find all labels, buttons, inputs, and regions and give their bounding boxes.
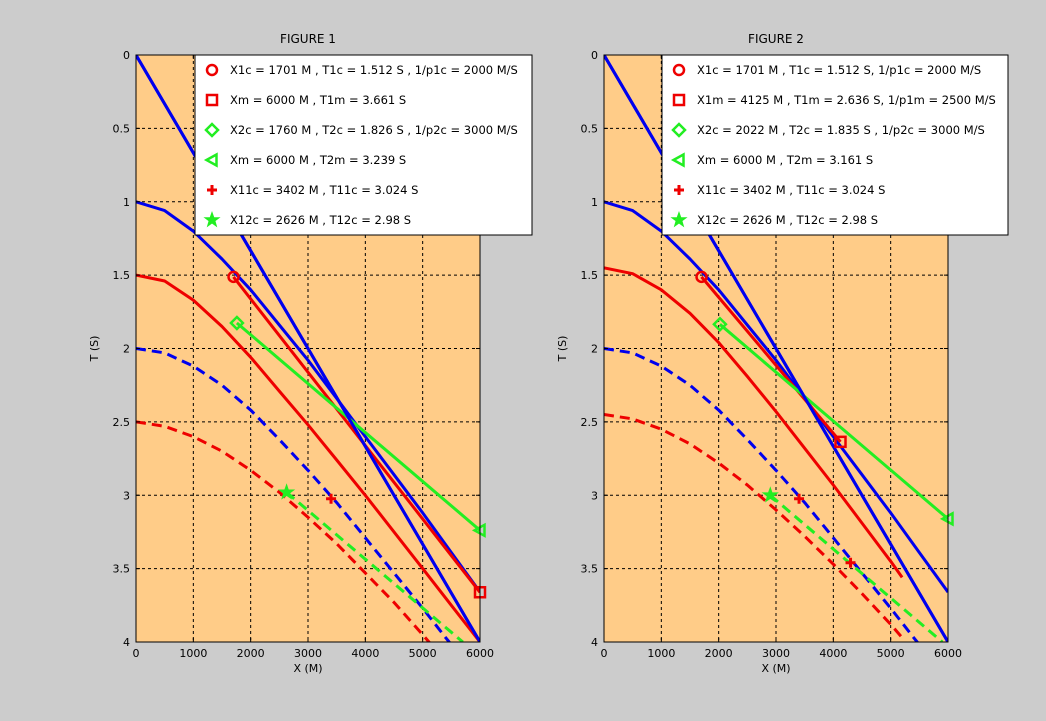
legend-entry-label: X2c = 1760 M , T2c = 1.826 S , 1/p2c = 3…	[230, 123, 518, 137]
series-group	[136, 55, 480, 642]
x-axis-label: X (M)	[293, 662, 322, 675]
data-marker-square	[834, 435, 847, 449]
y-tick-label: 3.5	[113, 563, 131, 576]
legend-marker-circle	[672, 63, 686, 77]
x-tick-label: 5000	[409, 647, 437, 660]
x-tick-label: 2000	[705, 647, 733, 660]
legend-marker-triangle-left	[203, 152, 218, 168]
x-tick-label: 4000	[819, 647, 847, 660]
series-line-6	[604, 413, 904, 639]
y-tick-label: 2.5	[581, 416, 599, 429]
data-marker-plus	[845, 557, 856, 568]
series-line-6	[136, 420, 431, 642]
legend-marker-triangle-left	[670, 152, 685, 168]
y-axis-label: T (S)	[556, 336, 569, 363]
legend: X1c = 1701 M , T1c = 1.512 S , 1/p1c = 2…	[194, 54, 533, 236]
legend-entry-label: Xm = 6000 M , T2m = 3.161 S	[697, 153, 873, 167]
y-tick-label: 2.5	[113, 416, 131, 429]
series-line-5	[604, 347, 920, 642]
x-tick-label: 6000	[466, 647, 494, 660]
legend-marker-diamond	[204, 122, 220, 138]
y-tick-label: 3	[123, 489, 130, 502]
y-tick-label: 4	[123, 636, 130, 649]
y-tick-label: 2	[591, 343, 598, 356]
legend-marker-circle	[205, 63, 219, 77]
x-tick-label: 1000	[647, 647, 675, 660]
x-tick-label: 3000	[294, 647, 322, 660]
x-tick-label: 1000	[179, 647, 207, 660]
legend-entry-label: X1c = 1701 M , T1c = 1.512 S, 1/p1c = 20…	[697, 63, 981, 77]
y-axis-label: T (S)	[88, 336, 101, 363]
legend-entry-label: X2c = 2022 M , T2c = 1.835 S , 1/p2c = 3…	[697, 123, 985, 137]
series-line-3	[700, 275, 842, 443]
legend-entry-label: X12c = 2626 M , T12c = 2.98 S	[230, 213, 411, 227]
y-tick-label: 3	[591, 489, 598, 502]
y-tick-label: 1.5	[113, 269, 131, 282]
series-line-4	[718, 323, 948, 521]
chart-title: FIGURE 2	[748, 32, 804, 46]
x-axis-label: X (M)	[761, 662, 790, 675]
series-group	[604, 55, 948, 642]
x-tick-label: 0	[133, 647, 140, 660]
y-tick-label: 1	[591, 196, 598, 209]
data-marker-circle	[695, 270, 708, 284]
series-line-1	[136, 200, 480, 593]
legend-entry-label: X1c = 1701 M , T1c = 1.512 S , 1/p1c = 2…	[230, 63, 518, 77]
legend-entry-label: X11c = 3402 M , T11c = 3.024 S	[697, 183, 885, 197]
legend-entry-label: Xm = 6000 M , T1m = 3.661 S	[230, 93, 406, 107]
data-marker-star	[761, 486, 779, 503]
data-marker-star	[277, 483, 296, 500]
y-tick-label: 1	[123, 196, 130, 209]
series-line-5	[136, 347, 452, 642]
y-tick-label: 3.5	[581, 563, 599, 576]
x-tick-label: 2000	[237, 647, 265, 660]
figure-2-chart: 0 1000 2000 3000 4000 5000 6000 0 0.5 1 1.5 2 2.5 3 3.…	[556, 32, 1009, 675]
legend-entry-label: X1m = 4125 M , T1m = 2.636 S, 1/p1m = 25…	[697, 93, 996, 107]
legend-marker-plus	[674, 185, 684, 195]
legend-box	[194, 54, 533, 236]
legend-box	[661, 54, 1009, 236]
legend-marker-star	[203, 210, 221, 228]
series-line-2	[136, 273, 480, 642]
chart-title: FIGURE 1	[280, 32, 336, 46]
x-tick-label: 3000	[762, 647, 790, 660]
y-tick-label: 1.5	[581, 269, 599, 282]
legend-marker-square	[205, 93, 219, 107]
series-line-4	[235, 321, 480, 532]
series-line-2	[604, 266, 904, 579]
y-tick-label: 0.5	[581, 122, 599, 135]
data-marker-circle	[227, 270, 240, 284]
y-tick-label: 0.5	[113, 122, 131, 135]
figure-1-chart: 0 1000 2000 3000 4000 5000 6000 0 0.5 1 1.5 2 2.5 3 3.…	[88, 32, 533, 675]
legend-marker-star	[670, 210, 688, 228]
series-line-1	[604, 200, 948, 593]
x-tick-label: 4000	[351, 647, 379, 660]
x-tick-label: 0	[601, 647, 608, 660]
y-tick-label: 2	[123, 343, 130, 356]
x-tick-label: 6000	[934, 647, 962, 660]
legend-marker-diamond	[671, 122, 687, 138]
series-line-8	[136, 55, 480, 642]
x-tick-label: 5000	[877, 647, 905, 660]
legend-entry-label: Xm = 6000 M , T2m = 3.239 S	[230, 153, 406, 167]
legend-entry-label: X12c = 2626 M , T12c = 2.98 S	[697, 213, 878, 227]
data-marker-plus	[326, 493, 337, 504]
legend-marker-square	[672, 93, 686, 107]
y-tick-label: 0	[123, 49, 130, 62]
data-marker-plus	[794, 493, 805, 504]
y-tick-label: 0	[591, 49, 598, 62]
series-line-7	[285, 491, 464, 642]
y-tick-label: 4	[591, 636, 598, 649]
data-marker-diamond	[229, 315, 245, 331]
legend-entry-label: X11c = 3402 M , T11c = 3.024 S	[230, 183, 418, 197]
series-line-8	[604, 55, 948, 642]
legend-marker-plus	[207, 185, 217, 195]
data-marker-diamond	[712, 316, 728, 333]
series-line-7	[769, 494, 944, 642]
legend: X1c = 1701 M , T1c = 1.512 S, 1/p1c = 20…	[661, 54, 1009, 236]
